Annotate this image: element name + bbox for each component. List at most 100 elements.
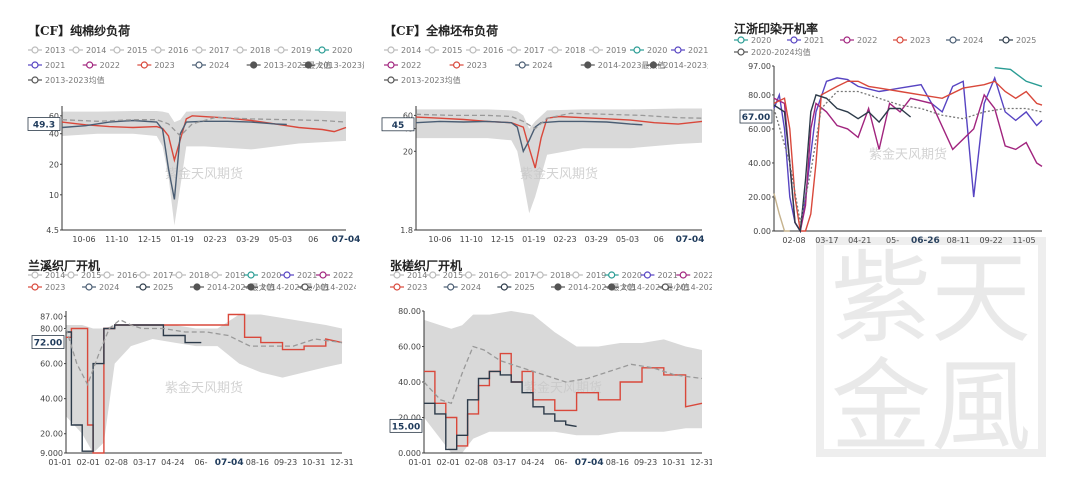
series-line-2024 — [61, 119, 287, 200]
legend-label: 2022 — [401, 61, 421, 70]
legend-swatch-marker — [518, 61, 526, 69]
x-tick-label: 06 — [308, 235, 318, 244]
legend-label: 2025 — [514, 283, 534, 292]
chart-title: 【CF】全棉坯布负荷 — [384, 24, 499, 38]
current-value-badge — [739, 109, 773, 124]
y-tick-label: 60 — [49, 112, 59, 121]
legend-swatch-marker — [843, 36, 851, 44]
legend-swatch-marker — [949, 36, 957, 44]
y-tick-label: 80.00 — [398, 307, 421, 316]
y-tick-label: 87.00 — [40, 312, 63, 321]
legend-swatch-marker — [592, 46, 600, 54]
y-tick-label: 20.00 — [748, 193, 771, 202]
legend-swatch-marker — [500, 283, 508, 291]
series-line-2020 — [994, 67, 1043, 88]
legend-label: 2023 — [407, 283, 427, 292]
series-line-2023 — [61, 115, 347, 163]
legend-label: 2023 — [910, 36, 930, 45]
legend-swatch-marker — [608, 283, 616, 291]
legend-label: 2020 — [261, 271, 281, 280]
legend-swatch-marker — [103, 271, 111, 279]
current-value-badge — [27, 117, 61, 131]
chart-svg: 2013 2014 2015 2016 2017 2018 2019 2020 2021 2022… — [27, 46, 364, 245]
legend-swatch-marker — [113, 46, 121, 54]
y-tick-label: 20.00 — [40, 430, 63, 439]
x-tick-label: 03-17 — [133, 458, 156, 467]
legend-swatch-marker — [318, 46, 326, 54]
legend-label: 2016 — [168, 46, 188, 55]
legend-label: 2022 — [857, 36, 877, 45]
legend-label: 2020-2024均值 — [751, 47, 811, 57]
legend-swatch-marker — [31, 76, 39, 84]
legend-swatch-marker — [86, 61, 94, 69]
legend-label: 2023 — [467, 61, 487, 70]
y-tick-label: 80.00 — [748, 91, 771, 100]
legend-swatch-marker — [31, 271, 39, 279]
series-line-2014-2024均值 — [65, 319, 343, 387]
series-line-2023 — [773, 193, 790, 232]
legend-label: 2017 — [514, 271, 534, 280]
legend-label: 2014 — [45, 271, 65, 280]
legend-swatch-marker — [139, 283, 147, 291]
x-tick-label: 10-06 — [428, 235, 451, 244]
legend-label: 2013-2023最大值 — [264, 60, 332, 70]
legend-swatch-marker — [247, 283, 255, 291]
y-tick-label: 0.00 — [753, 227, 771, 236]
y-tick-label: 4.5 — [46, 226, 59, 235]
current-value-badge — [31, 335, 65, 349]
legend-swatch-marker — [72, 46, 80, 54]
y-tick-label: 20.00 — [398, 414, 421, 423]
legend-swatch-marker — [551, 46, 559, 54]
min-max-band — [62, 110, 346, 226]
chart-svg: 2020 2021 2022 2023 2024 2025 2020-2024均值 0.00 2… — [734, 36, 1043, 246]
legend-label: 2016 — [117, 271, 137, 280]
legend-label: 2020 — [622, 271, 642, 280]
x-tick-label: 03-17 — [815, 236, 838, 245]
x-tick-label: 02-08 — [465, 458, 488, 467]
x-tick-label: 07-04 — [676, 235, 705, 245]
legend-swatch-marker — [211, 271, 219, 279]
y-tick-label: 0.000 — [398, 449, 421, 458]
y-tick-label: 60.00 — [40, 360, 63, 369]
y-tick-label: 40.00 — [40, 395, 63, 404]
current-value-label: 15.00 — [392, 422, 420, 432]
x-tick-label: 02-23 — [553, 235, 576, 244]
legend-label: 2025 — [1016, 36, 1036, 45]
x-tick-label: 02-01 — [77, 458, 100, 467]
legend-swatch-marker — [387, 46, 395, 54]
x-tick-label: 10-31 — [302, 458, 325, 467]
y-tick-label: 97.00 — [748, 62, 771, 71]
legend-label: 2018 — [189, 271, 209, 280]
legend-swatch-marker — [674, 46, 682, 54]
legend-label: 2014-2024均值 — [675, 282, 712, 292]
x-tick-label: 11-05 — [1012, 236, 1035, 245]
x-tick-label: 04-24 — [521, 458, 544, 467]
legend-label: 2021 — [297, 271, 317, 280]
chart-panel-jiangzhe-dyeing-rate: 江浙印染开机率 2020 2021 2022 2023 2024 2025 2020-202… — [730, 18, 1060, 250]
legend-label: 2019 — [586, 271, 606, 280]
current-value-badge — [381, 117, 415, 132]
x-tick-label: 11-10 — [460, 235, 483, 244]
x-tick-label: 05-03 — [616, 235, 639, 244]
x-tick-label: 06- — [194, 458, 207, 467]
series-line-2025 — [424, 370, 577, 451]
y-tick-label: 9.000 — [40, 449, 63, 458]
legend-swatch-marker — [250, 61, 258, 69]
min-max-band — [424, 311, 702, 453]
legend-label: 2021 — [804, 36, 824, 45]
y-tick-label: 1.8 — [400, 226, 413, 235]
brand-watermark-text: 紫金天风期货 — [165, 380, 243, 396]
x-tick-label: 01-01 — [48, 458, 71, 467]
x-tick-label: 06- — [554, 458, 567, 467]
legend-label: 2018 — [565, 46, 585, 55]
legend-swatch-marker — [139, 271, 147, 279]
legend-swatch-marker — [608, 271, 616, 279]
legend-swatch-marker — [195, 61, 203, 69]
legend-label: 2015 — [81, 271, 101, 280]
x-tick-label: 06 — [654, 235, 664, 244]
legend-label: 2019 — [291, 46, 311, 55]
x-tick-label: 04-21 — [848, 236, 871, 245]
legend-swatch-marker — [572, 271, 580, 279]
legend-swatch-marker — [319, 271, 327, 279]
legend-label: 2022 — [333, 271, 353, 280]
